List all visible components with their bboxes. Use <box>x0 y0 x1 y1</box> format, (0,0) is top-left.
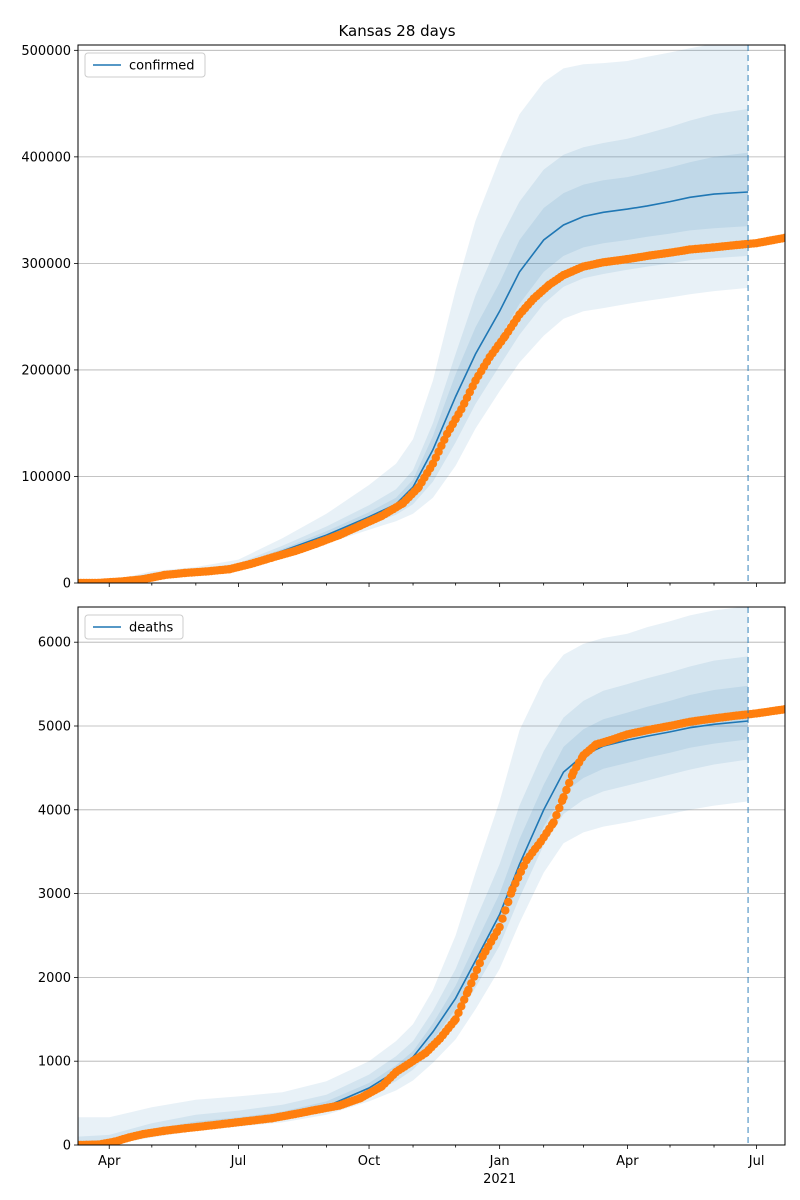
observed-point <box>552 811 561 820</box>
observed-point <box>498 914 507 923</box>
y-tick-label: 6000 <box>38 636 71 651</box>
uncertainty-band-3 <box>78 685 749 1145</box>
observed-point <box>451 1015 460 1024</box>
observed-series-deaths <box>78 705 785 1145</box>
observed-point <box>467 979 476 988</box>
uncertainty-band-1 <box>78 607 749 1145</box>
uncertainty-band-1 <box>78 45 749 583</box>
observed-point <box>464 985 473 995</box>
x-tick-label: Jul <box>230 1154 247 1169</box>
y-tick-label: 200000 <box>21 363 71 378</box>
observed-point <box>549 818 558 827</box>
y-tick-label: 2000 <box>38 971 71 986</box>
observed-point <box>469 972 479 981</box>
uncertainty-band-2 <box>78 108 749 583</box>
observed-point <box>559 793 568 802</box>
x-tick-label: Oct <box>358 1154 380 1169</box>
observed-point <box>562 785 571 795</box>
y-tick-label: 5000 <box>38 719 71 734</box>
x-tick-label: Apr <box>616 1154 639 1169</box>
observed-point <box>780 705 785 714</box>
y-tick-label: 100000 <box>21 470 71 485</box>
observed-point <box>501 906 510 915</box>
observed-point <box>475 959 484 968</box>
legend-label-deaths: deaths <box>129 621 174 636</box>
plot-frame <box>77 44 786 584</box>
y-tick-label: 0 <box>63 577 71 592</box>
y-tick-label: 1000 <box>38 1055 71 1070</box>
observed-point <box>504 897 513 907</box>
y-tick-label: 4000 <box>38 803 71 818</box>
chart-title: Kansas 28 days <box>338 22 455 40</box>
uncertainty-band-3 <box>78 152 749 583</box>
x-tick-label: Apr <box>98 1154 121 1169</box>
observed-point <box>495 922 504 932</box>
observed-series-confirmed <box>78 233 785 583</box>
observed-point <box>454 1008 463 1017</box>
y-tick-label: 400000 <box>21 150 71 165</box>
observed-point <box>472 965 482 975</box>
observed-point <box>555 803 564 813</box>
y-tick-label: 0 <box>63 1139 71 1154</box>
uncertainty-band-2 <box>78 656 749 1145</box>
observed-point <box>460 995 469 1004</box>
y-tick-label: 300000 <box>21 257 71 272</box>
y-tick-label: 500000 <box>21 44 71 59</box>
plot-frame <box>77 606 786 1146</box>
x-tick-label: Jan <box>489 1154 510 1169</box>
legend-box <box>84 614 184 640</box>
observed-point <box>457 1002 466 1011</box>
deaths-panel: 0 1000 2000 3000 4000 5000 6000 Apr Jul Oct Jan Apr… <box>38 606 786 1169</box>
legend-label-confirmed: confirmed <box>129 59 195 74</box>
observed-point <box>780 233 785 243</box>
x-tick-label: Jul <box>748 1154 765 1169</box>
y-tick-label: 3000 <box>38 887 71 902</box>
x-year-label: 2021 <box>483 1172 516 1187</box>
confirmed-panel: 0 100000 200000 300000 400000 500000 confirme… <box>21 44 786 592</box>
observed-point <box>565 778 574 788</box>
legend-box <box>84 52 206 78</box>
